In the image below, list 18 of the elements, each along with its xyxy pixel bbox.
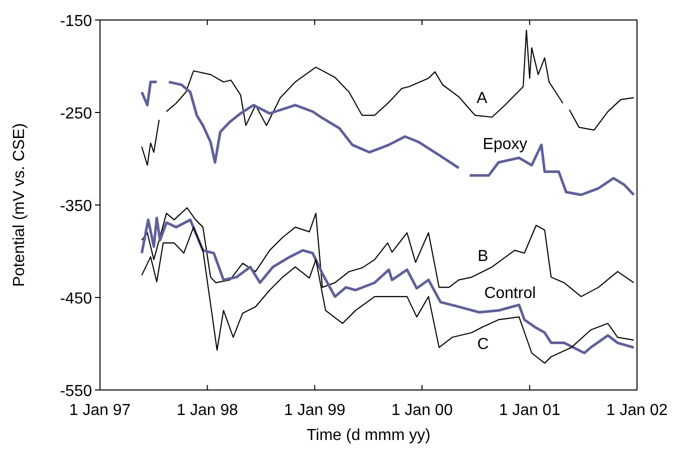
- y-tick-label: -250: [60, 106, 92, 122]
- x-tick-label: 1 Jan 99: [284, 402, 346, 419]
- y-tick-label: -450: [60, 290, 92, 308]
- x-tick-label: 1 Jan 02: [606, 402, 668, 419]
- series-label: A: [476, 90, 488, 107]
- x-tick-label: 1 Jan 97: [69, 402, 131, 419]
- series-label: C: [477, 336, 489, 353]
- series-label: B: [478, 248, 488, 265]
- x-tick-label: 1 Jan 01: [498, 402, 560, 419]
- x-tick-label: 1 Jan 00: [391, 402, 453, 419]
- x-tick-label: 1 Jan 98: [176, 402, 238, 419]
- y-tick-label: -350: [60, 198, 92, 215]
- series-label: Control: [484, 285, 536, 302]
- y-tick-label: -550: [60, 383, 92, 400]
- y-axis-title: Potential (mV vs. CSE): [11, 123, 28, 287]
- series-label: Epoxy: [482, 136, 528, 153]
- y-tick-label: -150: [60, 13, 92, 30]
- x-axis-title: Time (d mmm yy): [306, 427, 430, 444]
